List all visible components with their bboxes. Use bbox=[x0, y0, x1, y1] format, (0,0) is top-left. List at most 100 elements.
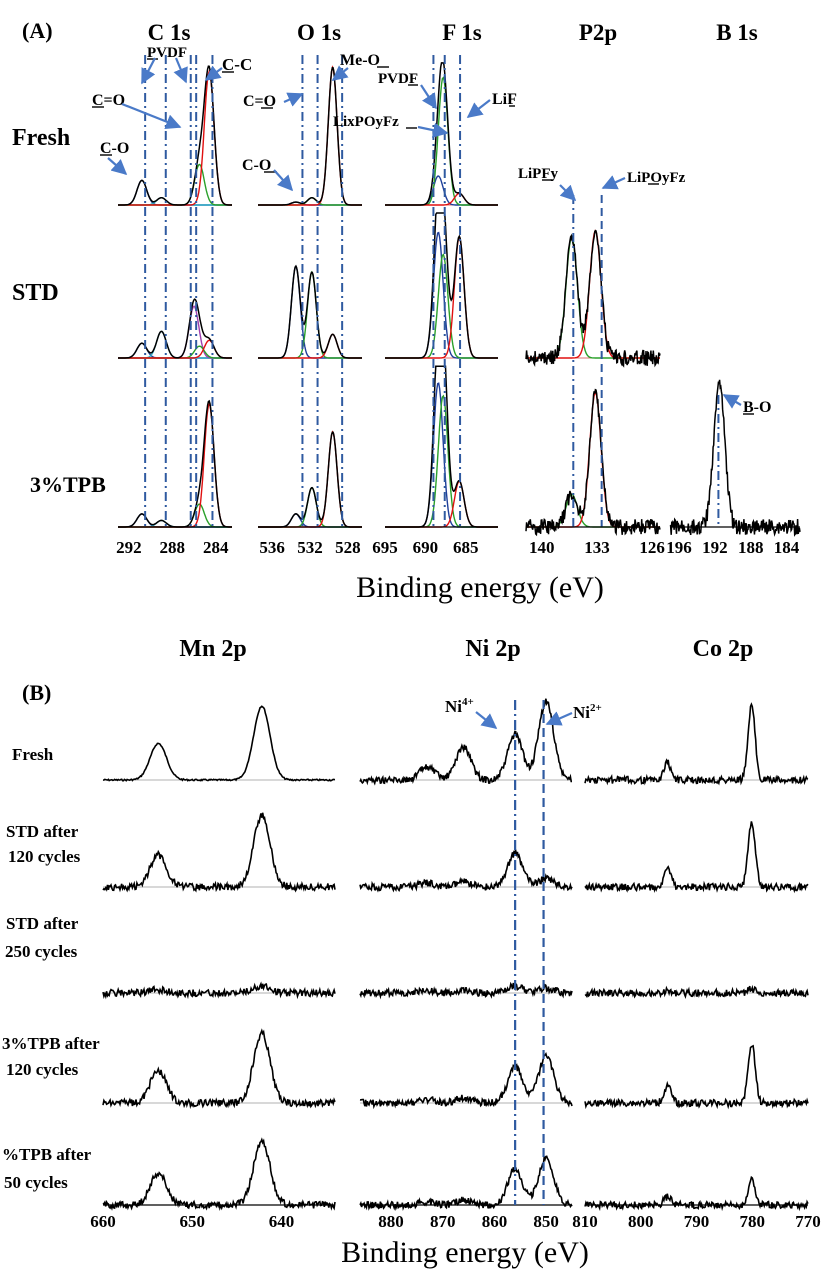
b-row-tpb250-b: 50 cycles bbox=[4, 1173, 68, 1192]
b-row-tpb120-b: 120 cycles bbox=[6, 1060, 79, 1079]
b-spectrum-2-4 bbox=[584, 1175, 809, 1212]
a-envelope-2-0 bbox=[385, 62, 498, 206]
a-component-PVDF-1 bbox=[385, 253, 498, 359]
co2p-title: Co 2p bbox=[693, 636, 754, 662]
b-spectrum-0-4 bbox=[102, 1137, 336, 1211]
a-tick-2-690: 690 bbox=[413, 538, 439, 557]
a-component-LiPFy-2 bbox=[526, 493, 660, 528]
annotation-arrows-a bbox=[107, 57, 742, 409]
a-component-C-O-2 bbox=[118, 513, 232, 528]
a-tick-4-192: 192 bbox=[702, 538, 728, 557]
a-envelope-1-0 bbox=[258, 66, 362, 206]
b-tick-1-860: 860 bbox=[482, 1212, 508, 1231]
a-envelope-4-2 bbox=[669, 379, 801, 537]
c1s-title: C 1s bbox=[148, 20, 191, 45]
a-tick-1-532: 532 bbox=[297, 538, 323, 557]
a-envelope-1-1 bbox=[258, 264, 362, 359]
a-envelope-0-2 bbox=[118, 399, 232, 528]
a-tick-0-284: 284 bbox=[203, 538, 229, 557]
a-component-LiF-2 bbox=[385, 480, 498, 528]
a-envelope-3-1 bbox=[525, 229, 661, 368]
a-component-PVDF2-0 bbox=[118, 163, 232, 206]
anno-c-co: C-O bbox=[100, 140, 129, 157]
a-tick-0-292: 292 bbox=[116, 538, 142, 557]
o1s-title: O 1s bbox=[297, 20, 341, 45]
b-spectrum-1-4 bbox=[359, 1155, 573, 1212]
a-envelope-2-2 bbox=[385, 365, 498, 528]
a-component-C-O-0 bbox=[118, 179, 232, 206]
a-envelope-0-0 bbox=[118, 65, 232, 206]
b-row-fresh: Fresh bbox=[12, 745, 54, 764]
b-tick-0-660: 660 bbox=[90, 1212, 116, 1231]
b-row-std250-a: STD after bbox=[6, 914, 79, 933]
a-component-LiPFy-1 bbox=[526, 234, 660, 359]
b-spectrum-2-3 bbox=[584, 1044, 809, 1110]
a-tick-4-196: 196 bbox=[666, 538, 692, 557]
b-tick-2-810: 810 bbox=[572, 1212, 598, 1231]
a-tick-3-133: 133 bbox=[584, 538, 610, 557]
a-component-PVDF2-2 bbox=[118, 503, 232, 528]
b-spectrum-1-1 bbox=[359, 847, 573, 893]
ni2p-title: Ni 2p bbox=[465, 636, 520, 662]
a-envelope-3-2 bbox=[525, 388, 661, 537]
b-spectrum-2-2 bbox=[584, 984, 809, 999]
b-spectrum-0-3 bbox=[102, 1028, 336, 1110]
a-component-Me-O-2 bbox=[258, 430, 362, 528]
b-row-std250-b: 250 cycles bbox=[5, 942, 78, 961]
anno-o-meo: Me-O bbox=[340, 52, 380, 69]
panel-b-label: (B) bbox=[22, 680, 51, 705]
anno-f-pvdf: PVDF bbox=[378, 71, 418, 87]
a-envelope-0-1 bbox=[118, 298, 232, 359]
anno-o-co: C-O bbox=[242, 157, 271, 174]
b-tick-2-770: 770 bbox=[795, 1212, 821, 1231]
p2p-title: P2p bbox=[579, 20, 617, 45]
anno-c-cc: C-C bbox=[222, 55, 252, 74]
b-tick-1-850: 850 bbox=[533, 1212, 559, 1231]
anno-p-lipoyfz: LiPOyFz bbox=[627, 170, 686, 186]
a-tick-4-184: 184 bbox=[774, 538, 800, 557]
b-row-std120-b: 120 cycles bbox=[8, 847, 81, 866]
a-tick-2-685: 685 bbox=[453, 538, 479, 557]
a-envelope-2-1 bbox=[385, 212, 498, 359]
panel-a-xlabel: Binding energy (eV) bbox=[356, 571, 604, 604]
mn2p-title: Mn 2p bbox=[179, 636, 246, 662]
ni2-label: Ni2+ bbox=[573, 702, 602, 722]
anno-c-pvdf: PVDF bbox=[147, 45, 187, 61]
a-component-C-O-2 bbox=[258, 513, 362, 528]
a-tick-3-140: 140 bbox=[529, 538, 555, 557]
a-tick-4-188: 188 bbox=[738, 538, 764, 557]
b-row-std120-a: STD after bbox=[6, 822, 79, 841]
b-spectrum-0-2 bbox=[102, 981, 336, 1000]
b-spectrum-1-2 bbox=[359, 981, 573, 1000]
plot-layer: 292 288 284 536 532 528 695 690 685 140 133 126 196 1… bbox=[90, 55, 821, 1231]
label-underlines bbox=[92, 58, 754, 415]
a-component-LiPOyFz-2 bbox=[526, 391, 660, 528]
a-tick-1-536: 536 bbox=[259, 538, 285, 557]
b-row-tpb250-a: %TPB after bbox=[2, 1145, 92, 1164]
anno-o-co-dbl: C=O bbox=[243, 93, 276, 110]
anno-c-co-dbl: C=O bbox=[92, 92, 125, 109]
panel-a-label: (A) bbox=[22, 18, 53, 43]
a-component-LiF-0 bbox=[385, 192, 498, 206]
row-label-std: STD bbox=[12, 280, 59, 306]
b-spectrum-2-0 bbox=[584, 702, 809, 786]
anno-p-lipfy: LiPFy bbox=[518, 166, 558, 182]
a-tick-2-695: 695 bbox=[372, 538, 398, 557]
a-tick-1-528: 528 bbox=[335, 538, 361, 557]
a-component-LixPOyFz-0 bbox=[385, 175, 498, 206]
b-spectrum-1-3 bbox=[359, 1052, 573, 1110]
row-label-3tpb: 3%TPB bbox=[30, 472, 106, 497]
b-tick-1-880: 880 bbox=[378, 1212, 404, 1231]
a-component-LixPOyFz-1 bbox=[385, 231, 498, 359]
annotation-arrows-b bbox=[475, 711, 573, 729]
anno-f-lif: LiF bbox=[492, 91, 517, 108]
a-component-Me-O-1 bbox=[258, 333, 362, 359]
a-component-Me-O-0 bbox=[258, 65, 362, 206]
b-tick-0-650: 650 bbox=[179, 1212, 205, 1231]
f1s-title: F 1s bbox=[442, 20, 481, 45]
b-tick-1-870: 870 bbox=[430, 1212, 456, 1231]
b-spectrum-0-1 bbox=[102, 812, 336, 893]
b1s-title: B 1s bbox=[716, 20, 758, 45]
a-envelope-1-2 bbox=[258, 431, 362, 528]
